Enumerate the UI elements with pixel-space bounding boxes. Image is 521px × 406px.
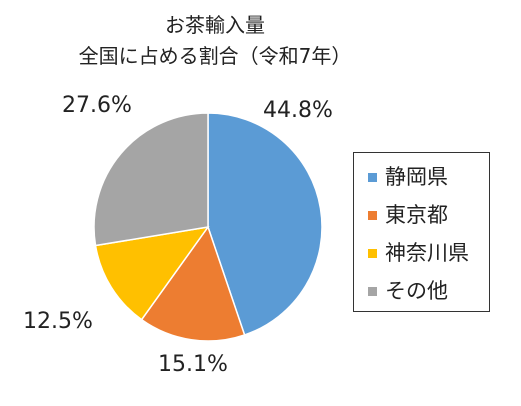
pie-slice-kanagawa — [94, 225, 210, 321]
legend-label-shizuoka: 静岡県 — [385, 165, 448, 189]
legend-swatch-shizuoka — [368, 172, 377, 182]
pie-slice-shizuoka — [207, 112, 323, 336]
data-label-shizuoka: 44.8% — [263, 98, 333, 123]
pie-slice-tokyo — [140, 225, 246, 342]
legend-item-other: その他 — [368, 276, 448, 306]
legend-item-shizuoka: 静岡県 — [368, 162, 448, 192]
legend-swatch-kanagawa — [368, 248, 377, 258]
legend-item-kanagawa: 神奈川県 — [368, 238, 469, 268]
legend-swatch-tokyo — [368, 210, 377, 220]
pie-slice-other — [93, 112, 209, 247]
legend-label-other: その他 — [385, 279, 448, 303]
legend-swatch-other — [368, 286, 377, 296]
chart-title-line-1: お茶輸入量 — [165, 13, 265, 37]
data-label-other: 27.6% — [62, 93, 132, 118]
legend-label-kanagawa: 神奈川県 — [385, 241, 469, 265]
chart-title-line-2: 全国に占める割合（令和7年） — [78, 44, 352, 68]
legend-label-tokyo: 東京都 — [385, 203, 448, 227]
data-label-kanagawa: 12.5% — [23, 309, 93, 334]
chart-legend: 静岡県 東京都 神奈川県 その他 — [353, 152, 490, 312]
data-label-tokyo: 15.1% — [158, 352, 228, 377]
legend-item-tokyo: 東京都 — [368, 200, 448, 230]
